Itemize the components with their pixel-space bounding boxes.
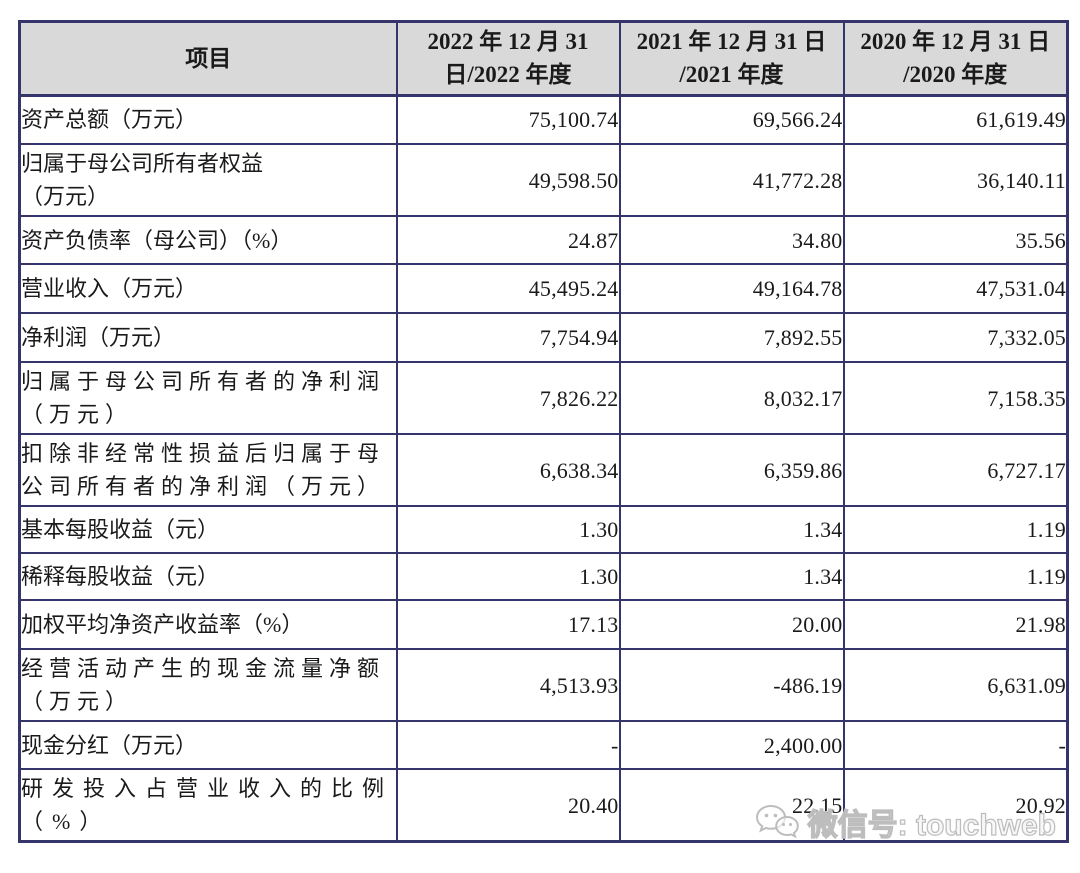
value-cell: 69,566.24 [618, 94, 845, 146]
value-cell: 2,400.00 [618, 720, 845, 771]
value-cell: 41,772.28 [618, 143, 845, 218]
row-label: 加权平均净资产收益率（%） [18, 599, 398, 651]
table-row: 资产负债率（母公司）（%） 24.87 34.80 35.56 [18, 215, 1069, 266]
value-cell: 7,892.55 [618, 312, 845, 364]
header-2021: 2021 年 12 月 31 日 /2021 年度 [618, 20, 845, 97]
table-row: 归属于母公司所有者的净利润 （万元） 7,826.22 8,032.17 7,1… [18, 361, 1069, 436]
value-cell: 36,140.11 [842, 143, 1069, 218]
table-header-row: 项目 2022 年 12 月 31 日/2022 年度 2021 年 12 月 … [18, 20, 1069, 97]
value-cell: - [395, 720, 621, 771]
table-row: 归属于母公司所有者权益 （万元） 49,598.50 41,772.28 36,… [18, 143, 1069, 218]
value-cell: 7,332.05 [842, 312, 1069, 364]
table-row: 资产总额（万元） 75,100.74 69,566.24 61,619.49 [18, 94, 1069, 146]
value-cell: 7,158.35 [842, 361, 1069, 436]
row-label: 扣除非经常性损益后归属于母 公司所有者的净利润（万元） [18, 433, 398, 508]
value-cell: 1.30 [395, 552, 621, 602]
value-cell: 7,754.94 [395, 312, 621, 364]
value-cell: 45,495.24 [395, 263, 621, 315]
value-cell: 35.56 [842, 215, 1069, 266]
wechat-icon [754, 803, 800, 841]
value-cell: 1.19 [842, 505, 1069, 555]
value-cell: 6,631.09 [842, 648, 1069, 723]
header-item: 项目 [18, 20, 398, 97]
value-cell: 75,100.74 [395, 94, 621, 146]
row-label: 基本每股收益（元） [18, 505, 398, 555]
value-cell: 20.40 [395, 768, 621, 843]
value-cell: 17.13 [395, 599, 621, 651]
row-label: 归属于母公司所有者的净利润 （万元） [18, 361, 398, 436]
row-label: 现金分红（万元） [18, 720, 398, 771]
row-label: 经营活动产生的现金流量净额 （万元） [18, 648, 398, 723]
value-cell: 8,032.17 [618, 361, 845, 436]
table-row: 经营活动产生的现金流量净额 （万元） 4,513.93 -486.19 6,63… [18, 648, 1069, 723]
value-cell: - [842, 720, 1069, 771]
table-row: 稀释每股收益（元） 1.30 1.34 1.19 [18, 552, 1069, 602]
row-label: 资产总额（万元） [18, 94, 398, 146]
value-cell: 6,638.34 [395, 433, 621, 508]
row-label: 归属于母公司所有者权益 （万元） [18, 143, 398, 218]
value-cell: 1.30 [395, 505, 621, 555]
value-cell: 4,513.93 [395, 648, 621, 723]
table-row: 研发投入占营业收入的比例 （%） 20.40 22.15 20.92 [18, 768, 1069, 843]
value-cell: 1.34 [618, 505, 845, 555]
value-cell: 49,598.50 [395, 143, 621, 218]
value-cell: 20.00 [618, 599, 845, 651]
value-cell: 1.19 [842, 552, 1069, 602]
row-label: 稀释每股收益（元） [18, 552, 398, 602]
value-cell: 6,727.17 [842, 433, 1069, 508]
value-cell: 47,531.04 [842, 263, 1069, 315]
table-row: 营业收入（万元） 45,495.24 49,164.78 47,531.04 [18, 263, 1069, 315]
value-cell: 21.98 [842, 599, 1069, 651]
value-cell: 49,164.78 [618, 263, 845, 315]
table-row: 加权平均净资产收益率（%） 17.13 20.00 21.98 [18, 599, 1069, 651]
table-row: 现金分红（万元） - 2,400.00 - [18, 720, 1069, 771]
table-row: 扣除非经常性损益后归属于母 公司所有者的净利润（万元） 6,638.34 6,3… [18, 433, 1069, 508]
table-row: 净利润（万元） 7,754.94 7,892.55 7,332.05 [18, 312, 1069, 364]
value-cell: 20.92 [842, 768, 1069, 843]
table-row: 基本每股收益（元） 1.30 1.34 1.19 [18, 505, 1069, 555]
header-2020: 2020 年 12 月 31 日 /2020 年度 [842, 20, 1069, 97]
watermark: 微信号: touchweb [754, 800, 1057, 844]
value-cell: 34.80 [618, 215, 845, 266]
row-label: 营业收入（万元） [18, 263, 398, 315]
value-cell: 6,359.86 [618, 433, 845, 508]
value-cell: 61,619.49 [842, 94, 1069, 146]
value-cell: 1.34 [618, 552, 845, 602]
value-cell: 24.87 [395, 215, 621, 266]
value-cell: 7,826.22 [395, 361, 621, 436]
row-label: 研发投入占营业收入的比例 （%） [18, 768, 398, 843]
row-label: 资产负债率（母公司）（%） [18, 215, 398, 266]
financial-summary-table: 项目 2022 年 12 月 31 日/2022 年度 2021 年 12 月 … [18, 20, 1069, 844]
row-label: 净利润（万元） [18, 312, 398, 364]
value-cell: -486.19 [618, 648, 845, 723]
value-cell: 22.15 [618, 768, 845, 843]
header-2022: 2022 年 12 月 31 日/2022 年度 [395, 20, 621, 97]
watermark-text: 微信号: touchweb [807, 808, 1057, 842]
